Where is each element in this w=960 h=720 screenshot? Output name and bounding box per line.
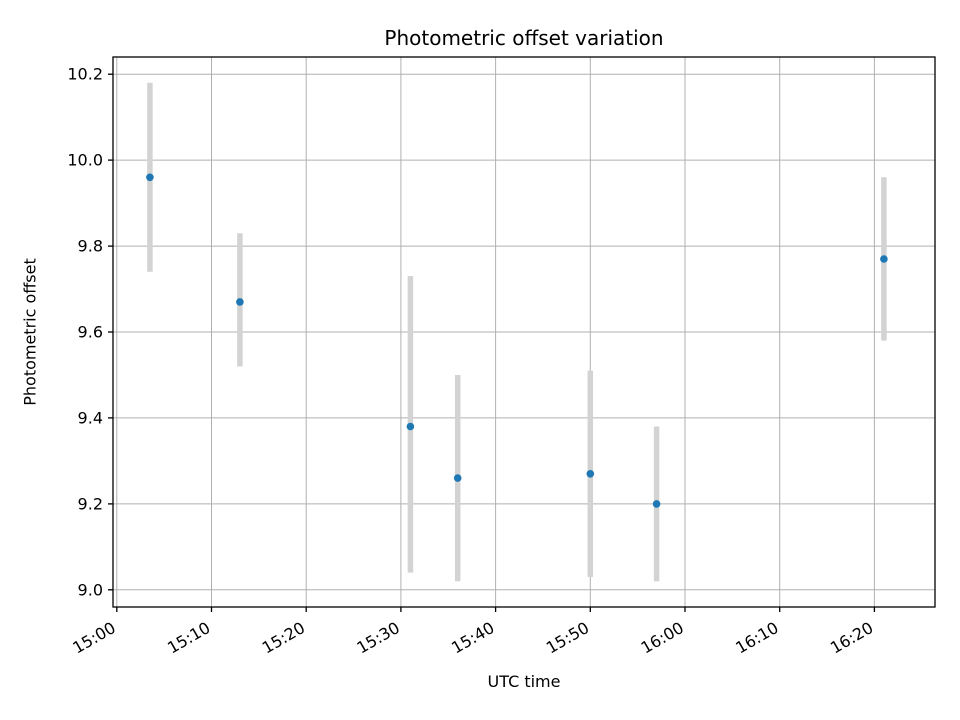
- svg-text:15:20: 15:20: [259, 618, 308, 658]
- svg-text:10.0: 10.0: [67, 151, 103, 170]
- svg-text:15:50: 15:50: [543, 618, 592, 658]
- svg-text:16:10: 16:10: [732, 618, 781, 658]
- x-axis-label: UTC time: [487, 672, 561, 691]
- svg-text:15:30: 15:30: [353, 618, 402, 658]
- svg-text:15:10: 15:10: [164, 618, 213, 658]
- chart-title: Photometric offset variation: [384, 26, 664, 50]
- svg-text:9.4: 9.4: [78, 408, 103, 427]
- svg-text:16:00: 16:00: [638, 618, 687, 658]
- svg-text:10.2: 10.2: [67, 65, 103, 84]
- svg-text:9.6: 9.6: [78, 323, 103, 342]
- svg-text:9.8: 9.8: [78, 237, 103, 256]
- svg-text:16:20: 16:20: [827, 618, 876, 658]
- svg-text:9.2: 9.2: [78, 494, 103, 513]
- y-axis-label: Photometric offset: [20, 258, 40, 406]
- svg-text:9.0: 9.0: [78, 580, 103, 599]
- svg-text:15:00: 15:00: [69, 618, 118, 658]
- svg-text:15:40: 15:40: [448, 618, 497, 658]
